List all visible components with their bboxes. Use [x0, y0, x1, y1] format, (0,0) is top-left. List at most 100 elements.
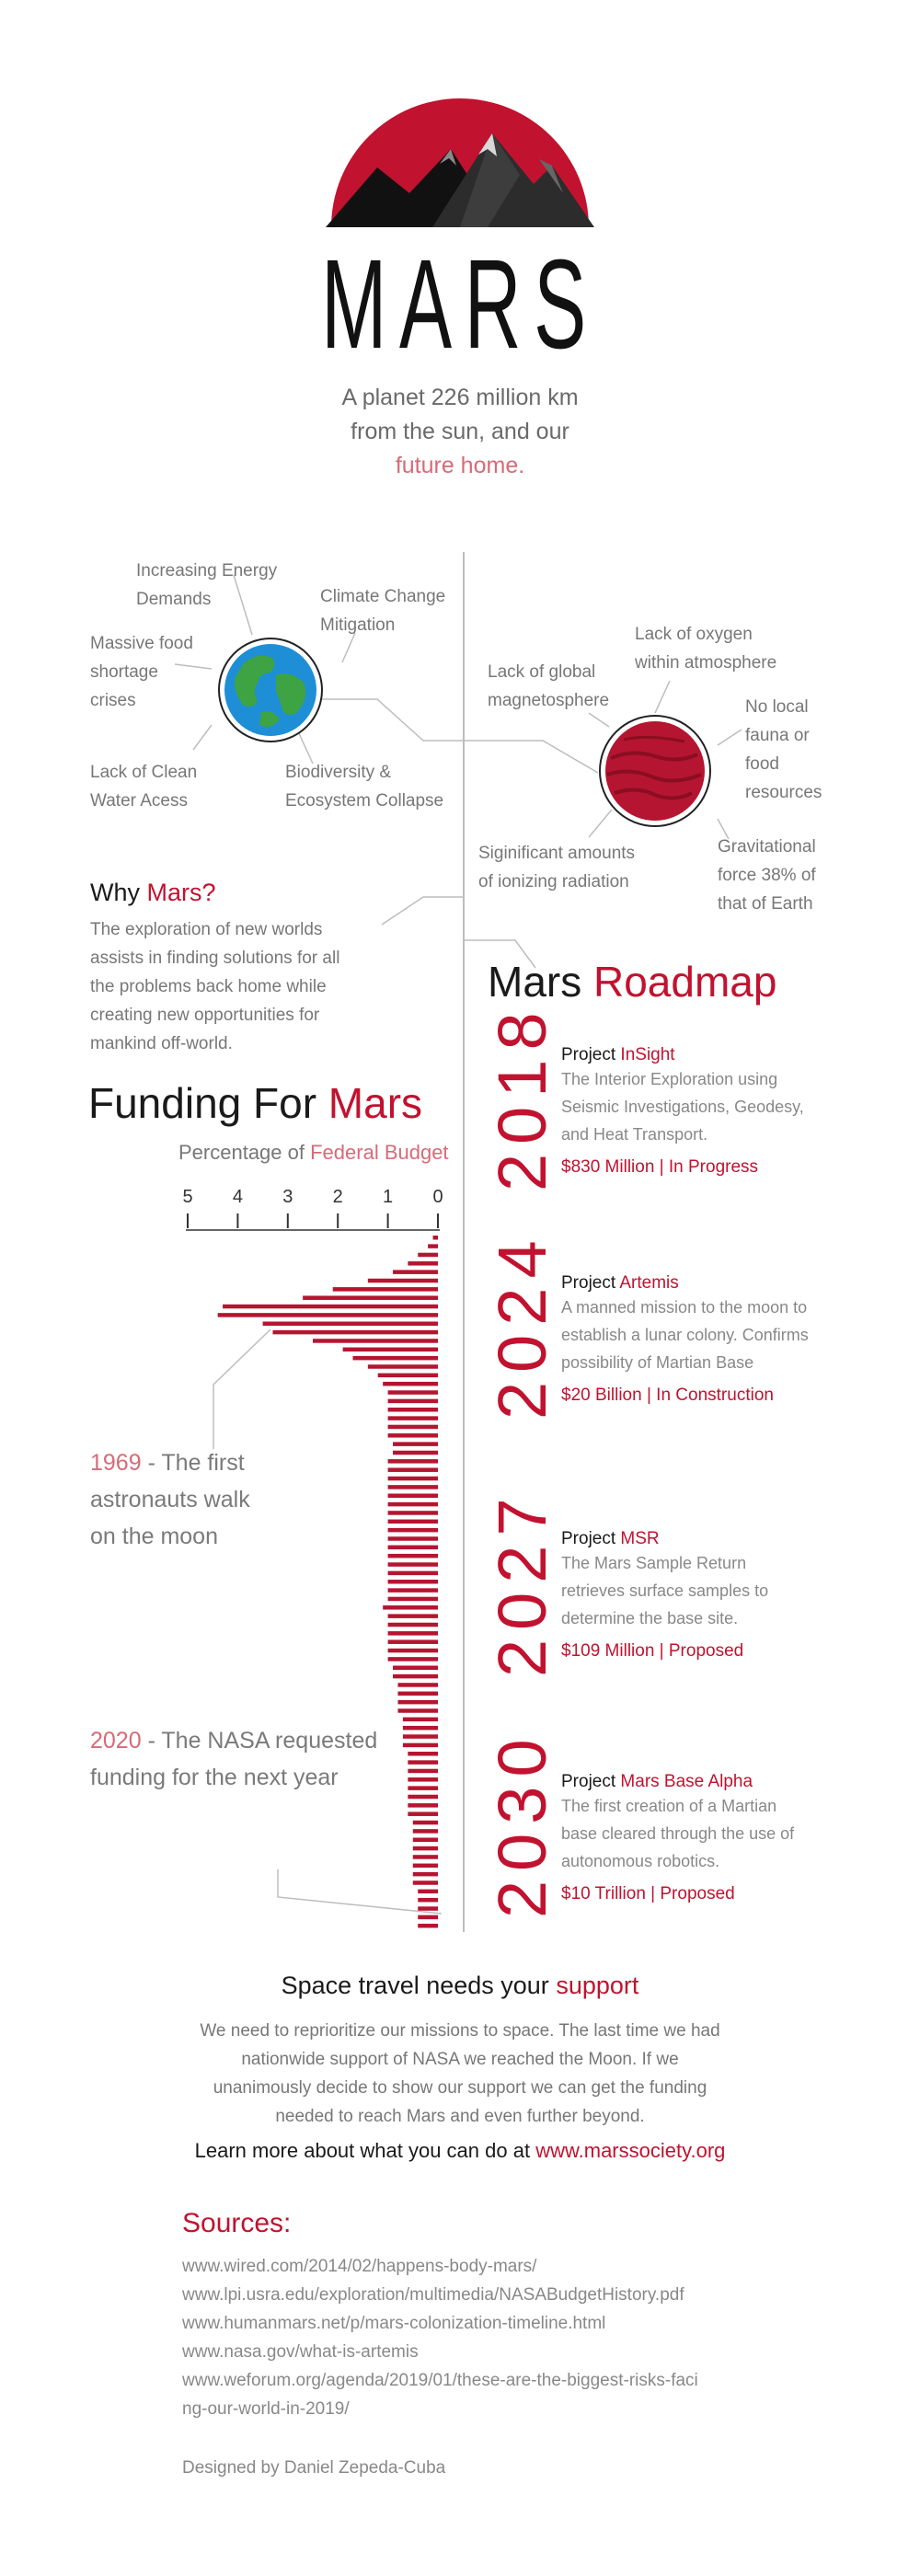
- note-2020: 2020 - The NASA requested funding for th…: [90, 1728, 378, 1790]
- x-tick-label: 1: [383, 1187, 393, 1207]
- funding-bar: [412, 1820, 438, 1825]
- subtitle-line: from the sun, and our: [351, 419, 569, 444]
- support-heading: Space travel needs your support: [281, 1972, 639, 1999]
- project-insight: Project InSight The Interior Exploration…: [561, 1045, 804, 1177]
- funding-bar: [393, 1665, 438, 1670]
- x-tick-label: 5: [182, 1187, 192, 1207]
- support-body: We need to reprioritize our missions to …: [200, 2021, 720, 2126]
- source-link[interactable]: www.lpi.usra.edu/exploration/multimedia/…: [182, 2285, 684, 2305]
- funding-bar: [262, 1321, 438, 1326]
- funding-bar: [387, 1519, 438, 1524]
- designer-credit: Designed by Daniel Zepeda-Cuba: [182, 2458, 446, 2478]
- funding-bar: [367, 1278, 438, 1283]
- funding-bar: [432, 1236, 438, 1240]
- year-2030: 2030: [484, 1730, 560, 1918]
- project-mars-base-alpha: Project Mars Base Alpha The first creati…: [561, 1772, 795, 1903]
- funding-bar: [387, 1459, 438, 1464]
- funding-subtitle: Percentage of Federal Budget: [178, 1141, 449, 1164]
- label-magnetosphere: Lack of global magnetosphere: [488, 662, 610, 710]
- funding-bar: [387, 1467, 438, 1472]
- funding-bar: [412, 1855, 438, 1859]
- note-1969: 1969 - The first astronauts walk on the …: [90, 1450, 250, 1549]
- funding-bar: [387, 1527, 438, 1533]
- funding-bar: [397, 1699, 438, 1705]
- roadmap-heading: Mars Roadmap: [488, 958, 777, 1006]
- funding-bar: [342, 1347, 438, 1352]
- x-tick-label: 4: [233, 1187, 243, 1207]
- subtitle-highlight: future home.: [395, 453, 525, 478]
- funding-bar: [387, 1596, 438, 1602]
- funding-bar: [408, 1786, 438, 1790]
- funding-bar: [387, 1639, 438, 1644]
- funding-bar: [383, 1605, 438, 1610]
- year-2018: 2018: [484, 1003, 560, 1191]
- funding-bar: [387, 1588, 438, 1593]
- year-2027: 2027: [484, 1489, 560, 1677]
- label-climate-change: Climate Change Mitigation: [320, 587, 446, 635]
- project-msr: Project MSR The Mars Sample Return retrie…: [561, 1529, 769, 1661]
- funding-bar: [418, 1252, 438, 1258]
- funding-bar: [418, 1897, 438, 1903]
- label-oxygen: Lack of oxygen within atmosphere: [635, 625, 777, 673]
- funding-bar: [418, 1924, 438, 1928]
- subtitle-line: A planet 226 million km: [341, 385, 579, 410]
- source-link[interactable]: www.humanmars.net/p/mars-colonization-ti…: [182, 2314, 606, 2333]
- label-clean-water: Lack of Clean Water Acess: [90, 763, 198, 811]
- funding-bar: [408, 1752, 438, 1756]
- earth-icon: [218, 638, 323, 742]
- source-link[interactable]: www.weforum.org/agenda/2019/01/these-are…: [182, 2371, 698, 2390]
- funding-bar: [377, 1373, 438, 1378]
- funding-bar: [387, 1622, 438, 1627]
- funding-bar: [393, 1673, 438, 1679]
- marssociety-link[interactable]: www.marssociety.org: [535, 2139, 726, 2162]
- why-mars-body: The exploration of new worlds assists in …: [90, 920, 340, 1053]
- funding-bar: [387, 1511, 438, 1515]
- funding-bar: [387, 1614, 438, 1618]
- sources-list: www.wired.com/2014/02/happens-body-mars/…: [182, 2252, 698, 2423]
- funding-bar: [397, 1691, 438, 1696]
- funding-bar: [408, 1768, 438, 1774]
- funding-bar: [418, 1889, 438, 1894]
- project-artemis: Project Artemis A manned mission to the …: [561, 1273, 809, 1405]
- funding-bar: [387, 1390, 438, 1395]
- funding-bar: [412, 1880, 438, 1885]
- funding-bar-chart: 5 4 3 2 1 0: [182, 1187, 443, 1928]
- funding-bar: [387, 1536, 438, 1541]
- funding-bar: [387, 1398, 438, 1404]
- funding-bar: [408, 1794, 438, 1800]
- source-link[interactable]: www.nasa.gov/what-is-artemis: [182, 2342, 419, 2362]
- page-title: MARS: [321, 234, 599, 375]
- funding-heading: Funding For Mars: [88, 1079, 423, 1127]
- funding-bar: [387, 1476, 438, 1481]
- funding-bar: [387, 1648, 438, 1653]
- funding-bar: [387, 1545, 438, 1550]
- funding-bar: [408, 1777, 438, 1782]
- funding-bar: [387, 1657, 438, 1662]
- mountain-logo: [326, 98, 594, 227]
- funding-bar: [387, 1570, 438, 1576]
- funding-bar: [393, 1450, 438, 1455]
- funding-bar: [387, 1553, 438, 1558]
- funding-bar: [408, 1760, 438, 1765]
- funding-bar: [397, 1708, 438, 1713]
- source-link[interactable]: ng-our-world-in-2019/: [182, 2399, 350, 2419]
- funding-bar: [402, 1734, 438, 1739]
- funding-bar: [387, 1408, 438, 1412]
- funding-bar: [412, 1829, 438, 1834]
- funding-bar: [223, 1304, 438, 1309]
- funding-bar: [397, 1683, 438, 1687]
- label-gravity: Gravitational force 38% of that of Earth: [718, 837, 816, 914]
- funding-bar: [387, 1501, 438, 1507]
- why-mars-heading: Why Mars?: [90, 879, 216, 906]
- funding-bar: [352, 1355, 438, 1361]
- source-link[interactable]: www.wired.com/2014/02/happens-body-mars/: [182, 2257, 537, 2276]
- funding-bar: [402, 1742, 438, 1748]
- funding-bar: [408, 1803, 438, 1808]
- funding-bar: [303, 1295, 438, 1300]
- funding-bar: [387, 1580, 438, 1584]
- funding-bar: [412, 1871, 438, 1877]
- label-food-shortage: Massive food shortage crises: [90, 634, 193, 710]
- funding-bar: [217, 1313, 438, 1317]
- funding-bar: [418, 1906, 438, 1911]
